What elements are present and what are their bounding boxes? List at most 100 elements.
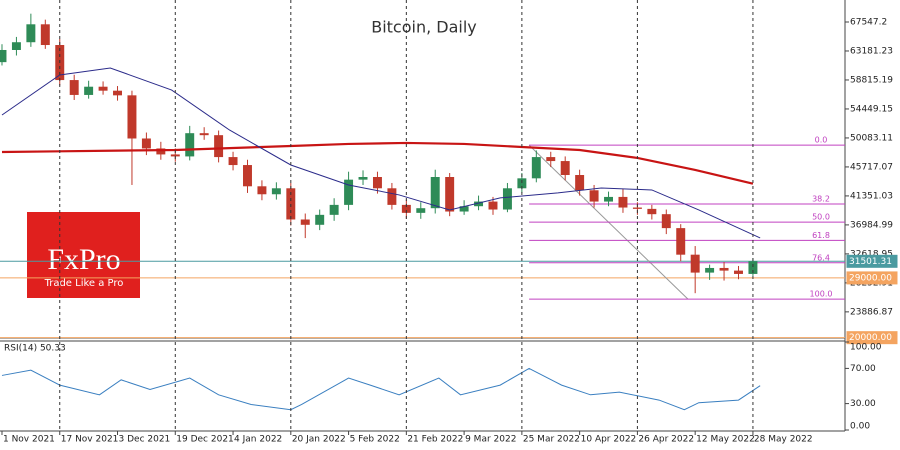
price-level-box bbox=[846, 254, 898, 268]
x-tick-label: 12 May 2022 bbox=[696, 435, 755, 445]
x-tick-label: 25 Mar 2022 bbox=[523, 435, 580, 445]
x-tick-label: 3 Dec 2021 bbox=[119, 435, 171, 445]
candle-body bbox=[358, 177, 368, 180]
logo-brand: FxPro bbox=[47, 243, 120, 276]
x-tick-label: 5 Feb 2022 bbox=[350, 435, 400, 445]
candle-body bbox=[618, 196, 628, 208]
candle-body bbox=[26, 24, 36, 43]
y-tick-label: 50083.11 bbox=[850, 133, 893, 143]
candle-body bbox=[199, 133, 209, 136]
y-tick-label: 45717.07 bbox=[850, 162, 893, 172]
y-tick-label: 67547.2 bbox=[850, 17, 887, 27]
candle-body bbox=[430, 177, 440, 209]
candle-body bbox=[589, 190, 599, 202]
candle-body bbox=[11, 42, 21, 50]
fib-label: 100.0 bbox=[810, 290, 833, 299]
candle-body bbox=[604, 196, 613, 202]
y-tick-label: 23886.87 bbox=[850, 307, 893, 317]
x-tick-label: 1 Nov 2021 bbox=[3, 435, 55, 445]
candle-body bbox=[98, 86, 108, 91]
y-tick-label: 0.00 bbox=[850, 422, 870, 432]
candle-body bbox=[416, 208, 426, 213]
moving-average bbox=[1, 141, 754, 185]
candle-body bbox=[372, 177, 382, 189]
x-tick-label: 19 Dec 2021 bbox=[176, 435, 234, 445]
candle-body bbox=[0, 49, 7, 63]
candle-body bbox=[185, 133, 195, 157]
candle-body bbox=[517, 178, 527, 189]
candle-body bbox=[719, 267, 729, 271]
price-level-label: 20000.00 bbox=[849, 333, 892, 343]
x-tick-label: 4 Jan 2022 bbox=[234, 435, 282, 445]
price-level-label: 29000.00 bbox=[849, 273, 892, 283]
y-tick-label: 100.00 bbox=[850, 343, 882, 353]
candle-body bbox=[113, 90, 122, 96]
y-tick-label: 41351.03 bbox=[850, 191, 893, 201]
candle-body bbox=[214, 135, 224, 158]
y-tick-label: 32618.95 bbox=[850, 249, 893, 259]
rsi-line bbox=[1, 367, 761, 411]
candle-body bbox=[502, 188, 512, 210]
logo-box bbox=[27, 212, 140, 298]
fib-label: 0.0 bbox=[815, 136, 828, 145]
candle-body bbox=[445, 177, 455, 212]
candle-body bbox=[40, 24, 50, 46]
y-tick-label: 36984.99 bbox=[850, 220, 893, 230]
candle-body bbox=[170, 154, 180, 157]
candle-body bbox=[329, 204, 339, 215]
moving-average bbox=[1, 67, 761, 239]
candle-body bbox=[286, 188, 296, 220]
candle-body bbox=[632, 207, 642, 209]
price-level-box bbox=[846, 271, 898, 285]
candle-body bbox=[647, 208, 657, 215]
candle-body bbox=[344, 179, 354, 205]
price-level-label: 31501.31 bbox=[849, 257, 892, 267]
x-tick-label: 21 Feb 2022 bbox=[407, 435, 463, 445]
x-tick-label: 20 Jan 2022 bbox=[292, 435, 346, 445]
x-tick-label: 10 Apr 2022 bbox=[581, 435, 637, 445]
candle-body bbox=[315, 214, 325, 225]
chart-title: Bitcoin, Daily bbox=[371, 18, 477, 37]
x-tick-label: 28 May 2022 bbox=[754, 435, 813, 445]
candle-body bbox=[488, 201, 498, 210]
candle-body bbox=[387, 188, 397, 205]
y-tick-label: 30.00 bbox=[850, 399, 876, 409]
price-level-box bbox=[846, 331, 898, 345]
y-tick-label: 63181.23 bbox=[850, 46, 893, 56]
x-tick-label: 26 Apr 2022 bbox=[638, 435, 694, 445]
candle-body bbox=[257, 186, 267, 195]
x-tick-label: 17 Nov 2021 bbox=[61, 435, 119, 445]
logo-tagline: Trade Like a Pro bbox=[44, 278, 124, 289]
candle-body bbox=[560, 161, 570, 176]
y-tick-label: 54449.15 bbox=[850, 104, 893, 114]
candle-body bbox=[84, 86, 94, 95]
candle-body bbox=[141, 138, 151, 149]
fib-label: 50.0 bbox=[812, 213, 830, 222]
x-tick-label: 9 Mar 2022 bbox=[465, 435, 516, 445]
candle-body bbox=[474, 201, 484, 207]
candle-body bbox=[228, 157, 238, 166]
candle-body bbox=[575, 175, 585, 191]
fib-label: 38.2 bbox=[812, 194, 830, 203]
candle-body bbox=[300, 219, 310, 225]
candle-body bbox=[734, 270, 743, 274]
candle-body bbox=[690, 254, 700, 273]
candle-body bbox=[127, 95, 137, 139]
fib-label: 61.8 bbox=[812, 231, 830, 240]
candle-body bbox=[531, 157, 541, 179]
y-tick-label: 58815.19 bbox=[850, 75, 893, 85]
candle-body bbox=[546, 157, 556, 162]
candle-body bbox=[243, 165, 252, 187]
rsi-title: RSI(14) 50.33 bbox=[4, 344, 66, 354]
candle-body bbox=[748, 261, 758, 274]
y-tick-label: 70.00 bbox=[850, 364, 876, 374]
fib-label: 76.4 bbox=[812, 253, 830, 262]
candle-body bbox=[705, 267, 715, 273]
candle-body bbox=[661, 214, 671, 229]
candle-body bbox=[156, 148, 166, 155]
candle-body bbox=[271, 188, 281, 195]
candle-body bbox=[676, 228, 686, 255]
candle-body bbox=[459, 206, 469, 212]
